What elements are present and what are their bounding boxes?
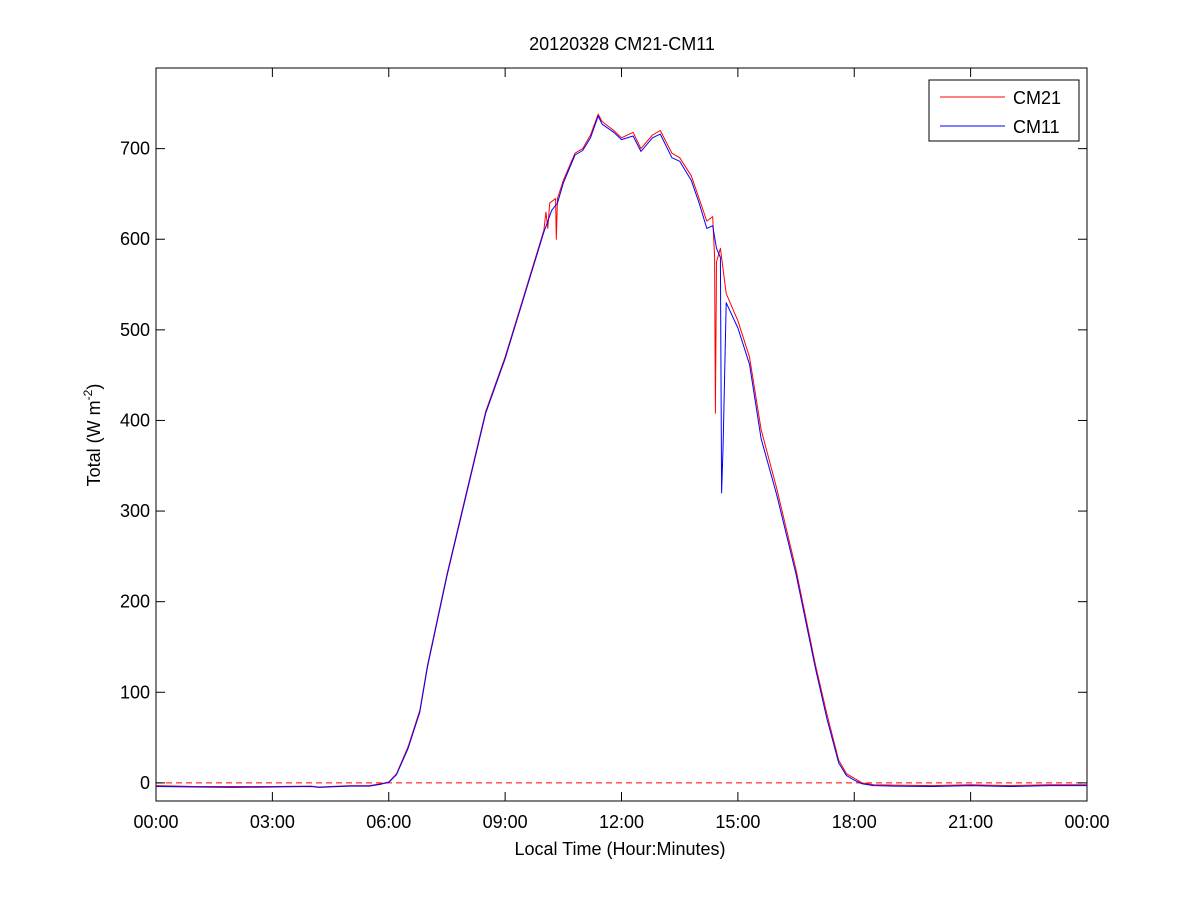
- y-tick-label: 700: [120, 139, 150, 159]
- legend-label-cm21: CM21: [1013, 88, 1061, 108]
- y-axis-label-exponent: -2: [81, 389, 95, 400]
- legend-label-cm11: CM11: [1013, 117, 1060, 137]
- x-tick-label: 21:00: [948, 812, 993, 832]
- plot-area: [155, 67, 1088, 802]
- y-tick-label: 100: [120, 682, 150, 702]
- x-tick-label: 06:00: [366, 812, 411, 832]
- y-tick-label: 300: [120, 501, 150, 521]
- axis-ticks: [155, 68, 1088, 801]
- x-tick-label: 00:00: [133, 812, 178, 832]
- x-tick-label: 00:00: [1064, 812, 1109, 832]
- x-tick-label: 15:00: [715, 812, 760, 832]
- x-tick-label: 12:00: [599, 812, 644, 832]
- x-tick-label: 18:00: [832, 812, 877, 832]
- chart-title: 20120328 CM21-CM11: [529, 34, 715, 54]
- x-axis-label: Local Time (Hour:Minutes): [514, 839, 725, 859]
- legend: CM21 CM11: [928, 79, 1080, 142]
- x-tick-label: 09:00: [483, 812, 528, 832]
- y-tick-label: 200: [120, 592, 150, 612]
- y-tick-labels: 0 100 200 300 400 500 600 700: [120, 139, 150, 793]
- y-axis-label-main: Total (W m: [84, 400, 104, 486]
- y-axis-label-close: ): [84, 384, 104, 390]
- plot-frame: [155, 67, 1088, 802]
- x-tick-labels: 00:00 03:00 06:00 09:00 12:00 15:00 18:00 21:00…: [133, 812, 1109, 832]
- y-tick-label: 400: [120, 410, 150, 430]
- y-tick-label: 500: [120, 320, 150, 340]
- series-line-cm21: [155, 113, 1087, 788]
- legend-box: [928, 79, 1080, 142]
- series-line-cm11: [155, 115, 1087, 788]
- y-axis-label: Total (W m-2): [81, 384, 104, 487]
- series-group: [155, 113, 1087, 788]
- y-tick-label: 0: [140, 773, 150, 793]
- y-tick-label: 600: [120, 229, 150, 249]
- x-tick-label: 03:00: [250, 812, 295, 832]
